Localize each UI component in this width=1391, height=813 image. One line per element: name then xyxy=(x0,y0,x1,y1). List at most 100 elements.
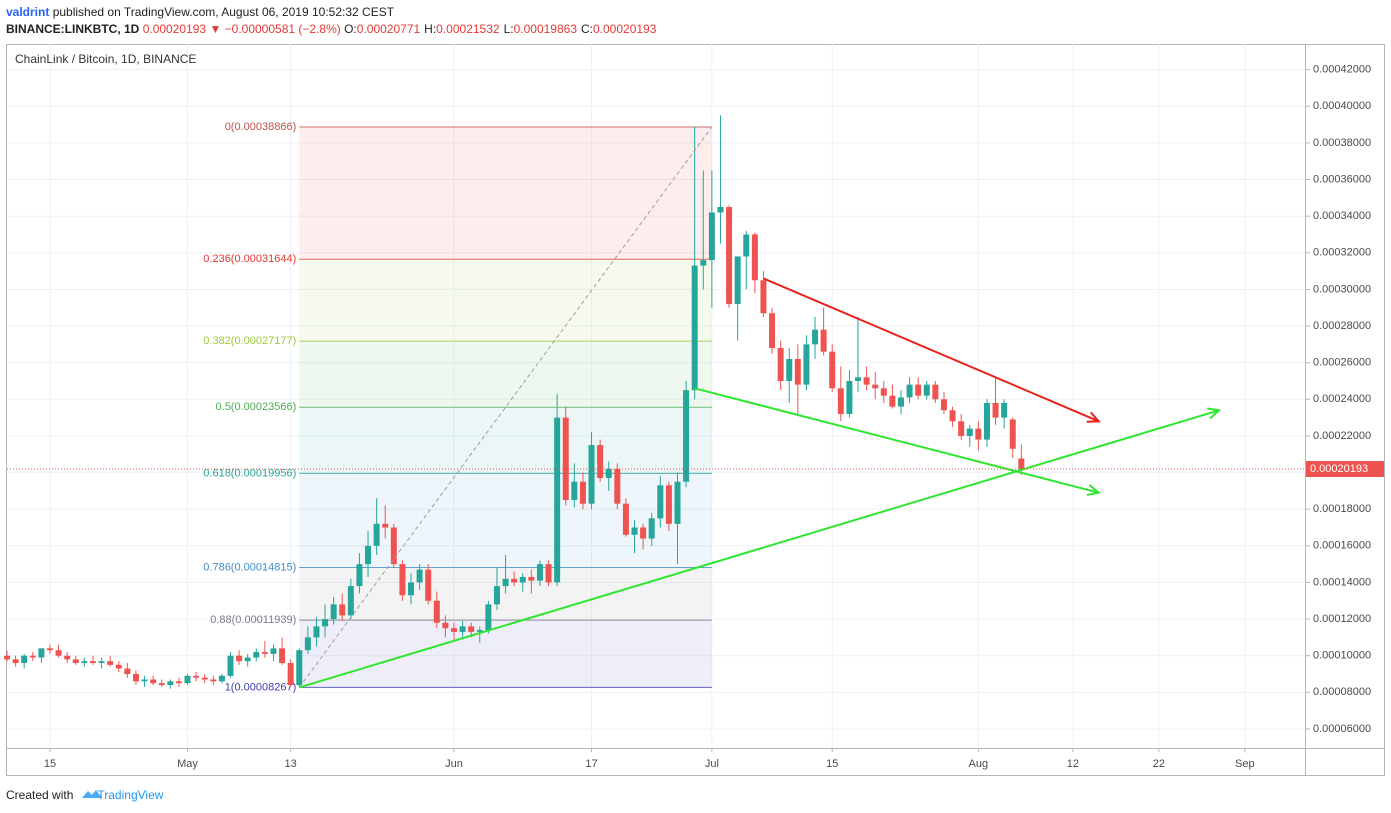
symbol: BINANCE:LINKBTC, 1D xyxy=(6,22,140,36)
candle-body xyxy=(880,388,887,396)
candle-body xyxy=(46,648,53,651)
ohlc-key: H: xyxy=(424,22,437,36)
candle-body xyxy=(794,359,801,385)
candle-body xyxy=(296,650,303,685)
candle-body xyxy=(528,576,535,581)
candle-body xyxy=(1018,458,1025,470)
candle-body xyxy=(665,485,672,524)
price: 0.00020193 xyxy=(142,22,207,36)
candle-body xyxy=(1009,419,1016,449)
candle-body xyxy=(313,626,320,638)
change: ▼ −0.00000581 (−2.8%) xyxy=(209,22,341,36)
x-tick-label: Jun xyxy=(445,758,463,770)
candle-body xyxy=(958,421,965,436)
candle-body xyxy=(373,523,380,546)
candle-body xyxy=(493,586,500,605)
published: published on TradingView.com, August 06,… xyxy=(52,5,395,19)
fib-band xyxy=(299,259,712,342)
ohlc-value: 0.00020771 xyxy=(356,22,421,36)
candle-body xyxy=(992,402,999,418)
trend-arrow xyxy=(1086,411,1101,423)
candle-body xyxy=(502,578,509,587)
candle-body xyxy=(554,417,561,583)
trend-line xyxy=(763,277,1100,423)
candle-body xyxy=(820,329,827,352)
y-tick-label: 0.00018000 xyxy=(1313,503,1371,515)
candle-body xyxy=(356,564,363,587)
candle-body xyxy=(906,384,913,398)
candle-body xyxy=(141,679,148,682)
candle-body xyxy=(975,428,982,440)
candle-body xyxy=(640,527,647,539)
candle-body xyxy=(846,380,853,414)
x-tick-label: 12 xyxy=(1067,758,1079,770)
y-tick-label: 0.00022000 xyxy=(1313,430,1371,442)
y-tick-label: 0.00034000 xyxy=(1313,210,1371,222)
trend-line xyxy=(298,126,713,688)
author[interactable]: valdrint xyxy=(6,5,50,19)
ohlc-value: 0.00019863 xyxy=(513,22,577,36)
fib-label: 0(0.00038866) xyxy=(225,121,297,133)
candle-body xyxy=(743,234,750,257)
candle-body xyxy=(218,675,225,682)
publish-line: valdrint published on TradingView.com, A… xyxy=(6,5,394,19)
y-tick-label: 0.00030000 xyxy=(1313,283,1371,295)
candle-body xyxy=(786,359,793,381)
candle-body xyxy=(158,683,165,685)
x-tick-label: 15 xyxy=(826,758,838,770)
candle-body xyxy=(322,619,329,627)
candle-body xyxy=(622,503,629,535)
ohlc-value: 0.00021532 xyxy=(436,22,500,36)
y-tick-label: 0.00032000 xyxy=(1313,247,1371,259)
candle-body xyxy=(588,445,595,504)
candle-body xyxy=(829,351,836,389)
candle-body xyxy=(966,428,973,436)
candle-body xyxy=(915,384,922,396)
tv-logo xyxy=(82,790,102,798)
candle-body xyxy=(450,628,457,632)
chart-legend: ChainLink / Bitcoin, 1D, BINANCE xyxy=(15,52,196,66)
y-tick-label: 0.00028000 xyxy=(1313,320,1371,332)
ohlc-key: O: xyxy=(344,22,357,36)
candle-body xyxy=(700,260,707,266)
candle-body xyxy=(399,564,406,596)
candle-body xyxy=(863,377,870,385)
candle-body xyxy=(889,395,896,407)
candle-body xyxy=(175,681,182,684)
candle-body xyxy=(425,569,432,601)
candle-body xyxy=(648,518,655,539)
candle-body xyxy=(511,578,518,583)
candle-body xyxy=(21,655,28,664)
candle-body xyxy=(244,657,251,662)
candle-body xyxy=(932,384,939,400)
candle-body xyxy=(855,377,862,381)
candle-body xyxy=(983,402,990,440)
fib-band xyxy=(299,341,712,408)
y-tick-label: 0.00006000 xyxy=(1313,723,1371,735)
candle-body xyxy=(708,212,715,261)
trend-arrow xyxy=(1207,407,1222,420)
candle-body xyxy=(89,661,96,664)
candle-body xyxy=(683,390,690,482)
ohlc-key: C: xyxy=(581,22,593,36)
candle-body xyxy=(236,655,243,662)
fib-label: 1(0.00008267) xyxy=(225,681,297,693)
candle-body xyxy=(605,468,612,479)
candle-body xyxy=(193,675,200,678)
brand[interactable]: TradingView xyxy=(97,788,164,802)
candle-body xyxy=(365,545,372,565)
trend-line xyxy=(298,409,1220,689)
y-tick-label: 0.00038000 xyxy=(1313,137,1371,149)
candle-body xyxy=(657,485,664,519)
ohlc: O:0.00020771 H:0.00021532 L:0.00019863 C:0.… xyxy=(344,22,660,36)
fib-label: 0.88(0.00011939) xyxy=(210,614,296,626)
candle-body xyxy=(416,569,423,583)
candle-body xyxy=(72,659,79,664)
fib-label: 0.236(0.00031644) xyxy=(203,253,296,265)
chart-frame xyxy=(6,44,1385,776)
candle-body xyxy=(897,397,904,407)
candle-body xyxy=(304,637,311,651)
y-tick-label: 0.00042000 xyxy=(1313,64,1371,76)
candle-body xyxy=(459,626,466,632)
